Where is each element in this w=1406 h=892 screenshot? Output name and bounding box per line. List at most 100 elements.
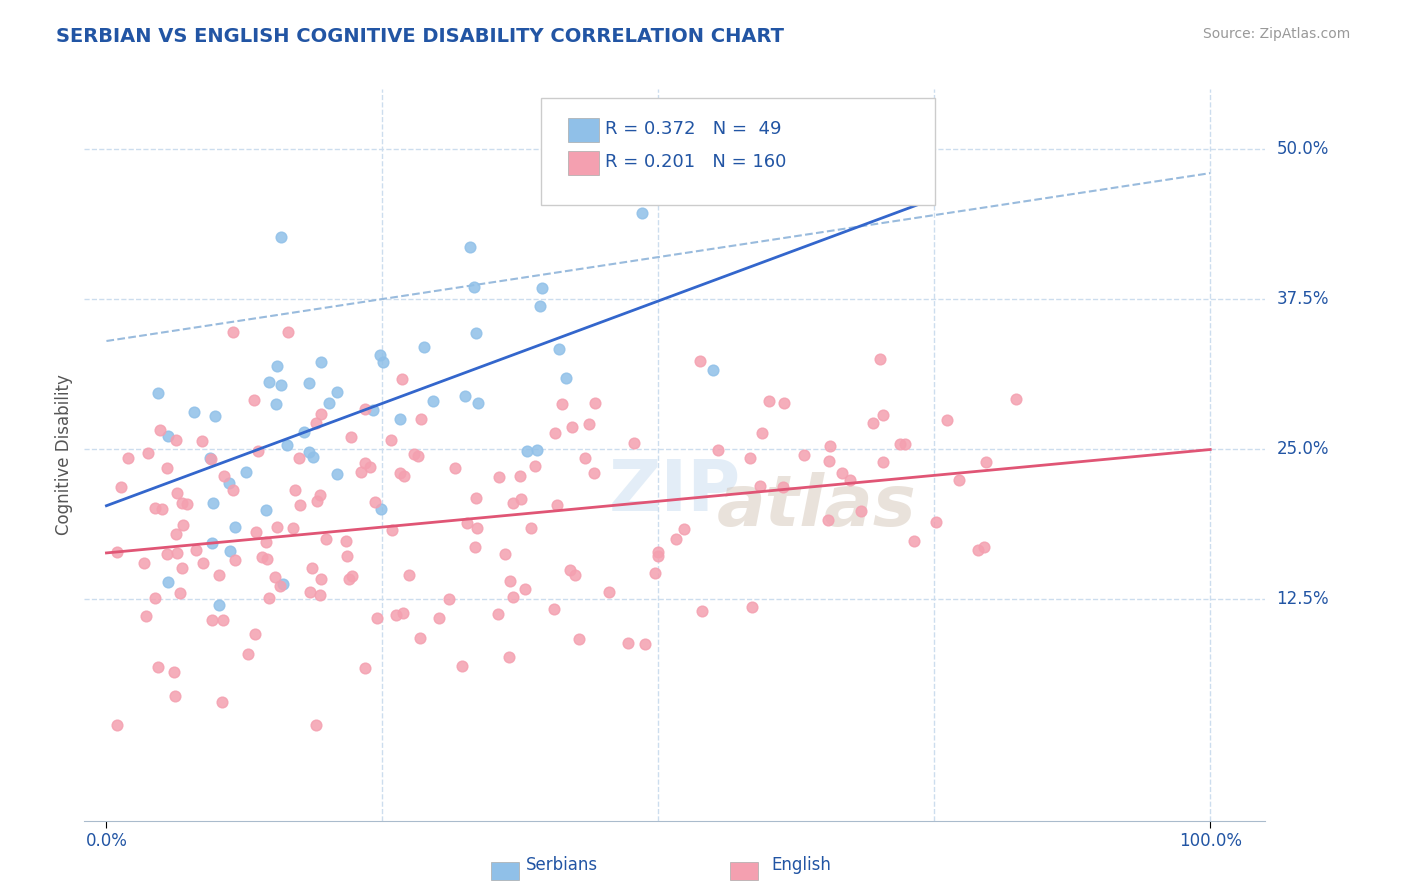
Point (353, 661, 375, 675)
Point (208, 568, 231, 582)
Point (665, 532, 688, 546)
Point (741, 599, 763, 614)
Point (236, 647, 259, 661)
Point (509, 469, 531, 483)
Point (201, 613, 224, 627)
Point (516, 443, 538, 458)
Text: R = 0.201   N = 160: R = 0.201 N = 160 (605, 153, 786, 171)
Point (404, 447, 426, 461)
Point (277, 325, 299, 339)
Point (523, 459, 546, 474)
Point (363, 495, 385, 509)
Point (561, 420, 583, 434)
Point (245, 525, 267, 540)
Point (305, 416, 328, 430)
Point (184, 542, 207, 557)
Point (305, 717, 328, 731)
Point (219, 543, 242, 558)
Point (176, 497, 198, 511)
Point (224, 520, 246, 534)
Point (250, 549, 273, 564)
Point (201, 536, 224, 550)
Point (143, 591, 166, 605)
Point (284, 483, 307, 498)
Point (117, 450, 139, 465)
Text: 25.0%: 25.0% (1277, 440, 1329, 458)
Point (758, 394, 780, 409)
Point (862, 416, 884, 430)
Point (443, 460, 465, 475)
Point (409, 411, 432, 425)
Point (499, 574, 522, 588)
Point (136, 446, 159, 460)
Point (298, 585, 321, 599)
Point (200, 452, 222, 467)
Point (202, 495, 225, 509)
Point (340, 430, 363, 444)
Point (107, 717, 129, 731)
Point (647, 549, 669, 563)
Point (266, 359, 288, 374)
Point (773, 396, 796, 410)
Point (165, 433, 187, 447)
Point (623, 436, 645, 450)
Point (156, 547, 179, 561)
Point (166, 546, 188, 560)
Point (325, 385, 347, 400)
Point (146, 385, 169, 400)
Point (464, 540, 486, 554)
Text: 37.5%: 37.5% (1277, 290, 1329, 308)
Point (326, 467, 349, 481)
Point (198, 450, 221, 465)
Point (707, 443, 730, 458)
Point (672, 522, 695, 536)
Point (373, 354, 395, 368)
Text: English: English (772, 856, 831, 874)
Point (254, 503, 277, 517)
Point (456, 516, 478, 530)
Point (190, 434, 212, 449)
Point (243, 627, 266, 641)
Point (451, 658, 474, 673)
Point (849, 504, 872, 518)
Point (380, 434, 402, 448)
Point (354, 456, 377, 470)
Point (772, 480, 794, 494)
Point (818, 439, 841, 453)
Point (817, 512, 839, 526)
Text: ZIP: ZIP (609, 457, 741, 526)
Point (519, 521, 541, 535)
Point (543, 601, 565, 615)
Point (350, 465, 373, 479)
Point (831, 466, 853, 480)
Point (257, 376, 280, 390)
Point (315, 532, 337, 546)
Point (564, 568, 586, 582)
Point (263, 570, 285, 584)
Point (582, 466, 605, 480)
Point (208, 598, 231, 612)
Point (689, 354, 711, 368)
Point (558, 563, 581, 577)
Point (583, 396, 606, 410)
Point (388, 412, 411, 426)
Point (224, 553, 246, 567)
Point (740, 450, 762, 465)
Point (370, 501, 392, 516)
Point (183, 405, 205, 419)
Point (948, 473, 970, 487)
Point (872, 455, 894, 469)
Point (510, 491, 533, 506)
Point (335, 533, 357, 548)
Text: atlas: atlas (717, 472, 917, 541)
Point (793, 448, 815, 462)
Point (458, 240, 481, 254)
Point (169, 586, 191, 600)
Point (903, 533, 925, 548)
Point (301, 561, 323, 575)
Point (276, 438, 298, 452)
Point (465, 326, 488, 340)
Point (264, 397, 287, 411)
Point (337, 572, 360, 586)
Point (270, 230, 292, 244)
